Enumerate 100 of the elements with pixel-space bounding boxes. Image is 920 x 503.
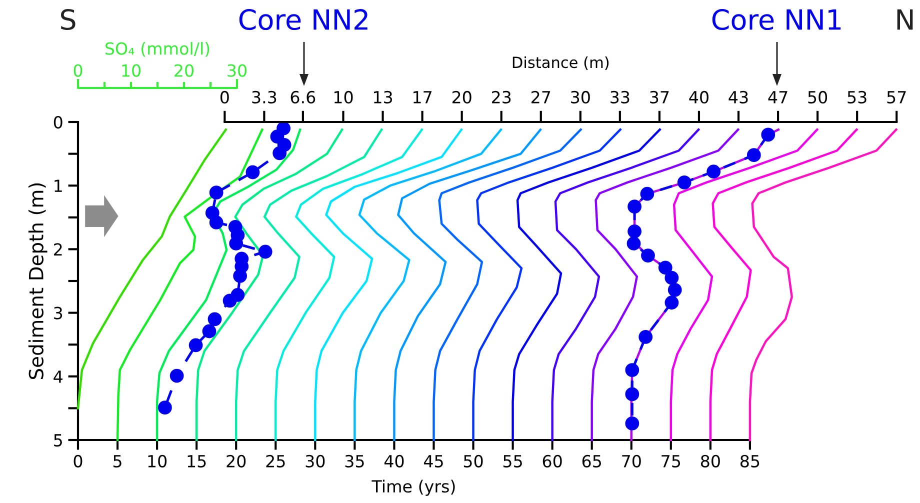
x-tick-label: 55	[503, 455, 522, 468]
text: 30	[228, 64, 246, 77]
point	[202, 324, 216, 338]
x-tick-label: 40	[384, 454, 404, 468]
line-series	[393, 128, 542, 442]
point	[258, 244, 272, 259]
line-series	[314, 128, 463, 442]
line-series	[472, 128, 622, 442]
x2-tick-label: 23	[492, 90, 511, 104]
point	[272, 146, 287, 160]
point	[658, 260, 672, 275]
x-tick-label: 30	[306, 454, 325, 468]
line-series	[235, 128, 383, 442]
x2-tick-label: 17	[414, 91, 432, 104]
point	[677, 175, 692, 190]
line-series	[709, 128, 858, 442]
line-series	[274, 128, 423, 442]
y-tick-label: 1	[54, 180, 62, 192]
point	[761, 128, 776, 142]
point	[668, 282, 682, 297]
line-series	[432, 128, 582, 442]
text: 10	[122, 64, 140, 77]
x-tick-label: 15	[188, 455, 206, 468]
x2-tick-label: 33	[610, 90, 630, 104]
text: Core NN1	[712, 9, 841, 30]
text: 20	[174, 64, 194, 77]
x-tick-label: 5	[114, 455, 122, 468]
text: N	[897, 9, 913, 30]
x-tick-label: 10	[148, 454, 167, 468]
x-tick-label: 85	[740, 454, 760, 468]
x-tick-label: 65	[582, 454, 601, 468]
x2-tick-label: 20	[452, 90, 472, 104]
point	[625, 363, 640, 377]
point	[170, 368, 184, 383]
x2-tick-label: 53	[848, 90, 866, 104]
point	[706, 164, 721, 179]
point	[158, 400, 172, 415]
x-tick-label: 0	[74, 454, 82, 468]
line-series	[551, 128, 700, 442]
line-series	[76, 128, 227, 410]
point	[628, 200, 642, 214]
point	[628, 224, 642, 238]
x2-tick-label: 6.6	[290, 90, 316, 104]
text: 0	[74, 64, 82, 77]
line-series	[670, 128, 818, 442]
point	[246, 165, 260, 180]
text: Core NN2	[239, 9, 368, 30]
x-tick-label: 70	[622, 454, 641, 468]
line-series	[116, 128, 264, 442]
y-tick-label: 4	[54, 370, 62, 383]
point	[229, 236, 244, 250]
x2-tick-label: 57	[887, 91, 906, 104]
line-series	[354, 128, 502, 442]
point	[209, 216, 224, 230]
x2-tick-label: 27	[532, 90, 550, 104]
line-series	[512, 128, 661, 442]
point	[664, 270, 679, 285]
x-tick-label: 35	[345, 454, 364, 468]
line-series	[590, 128, 740, 442]
point	[626, 236, 641, 250]
point	[640, 186, 654, 201]
line-series	[156, 128, 302, 442]
x-tick-label: 45	[424, 455, 443, 468]
y-tick-label: 3	[54, 306, 62, 320]
text: S	[61, 9, 76, 30]
line-series	[195, 128, 344, 442]
y-tick-label: 5	[54, 434, 62, 447]
y-tick-label: 2	[54, 243, 62, 256]
x-tick-label: 80	[700, 454, 720, 468]
point	[208, 312, 222, 326]
point	[625, 387, 640, 402]
x-tick-label: 20	[226, 454, 246, 468]
text: SO₄ (mmol/l)	[105, 42, 210, 57]
x2-axis-title: Distance (m)	[512, 56, 609, 70]
x2-tick-label: 47	[768, 91, 788, 104]
x2-tick-label: 13	[374, 90, 392, 104]
x2-tick-label: 40	[689, 90, 708, 104]
x2-tick-label: 0	[220, 90, 229, 104]
point	[746, 148, 761, 162]
point	[209, 186, 224, 200]
point	[625, 416, 640, 430]
x2-tick-label: 43	[728, 90, 748, 104]
x-tick-label: 60	[542, 454, 562, 468]
x-axis-title: Time (yrs)	[372, 480, 455, 496]
x2-tick-label: 37	[650, 90, 669, 104]
x-tick-label: 25	[266, 454, 285, 468]
line-series	[748, 128, 898, 442]
point	[638, 330, 653, 344]
x2-tick-label: 50	[808, 90, 828, 104]
point	[664, 296, 679, 310]
point	[188, 338, 203, 352]
point	[641, 248, 655, 263]
x-tick-label: 50	[464, 454, 483, 468]
point	[233, 268, 248, 283]
y-tick-label: 0	[54, 116, 62, 129]
x2-tick-label: 3.3	[252, 90, 276, 104]
x2-tick-label: 10	[334, 90, 353, 104]
x2-tick-label: 30	[571, 90, 590, 104]
x-tick-label: 75	[662, 455, 680, 468]
point	[222, 294, 237, 308]
